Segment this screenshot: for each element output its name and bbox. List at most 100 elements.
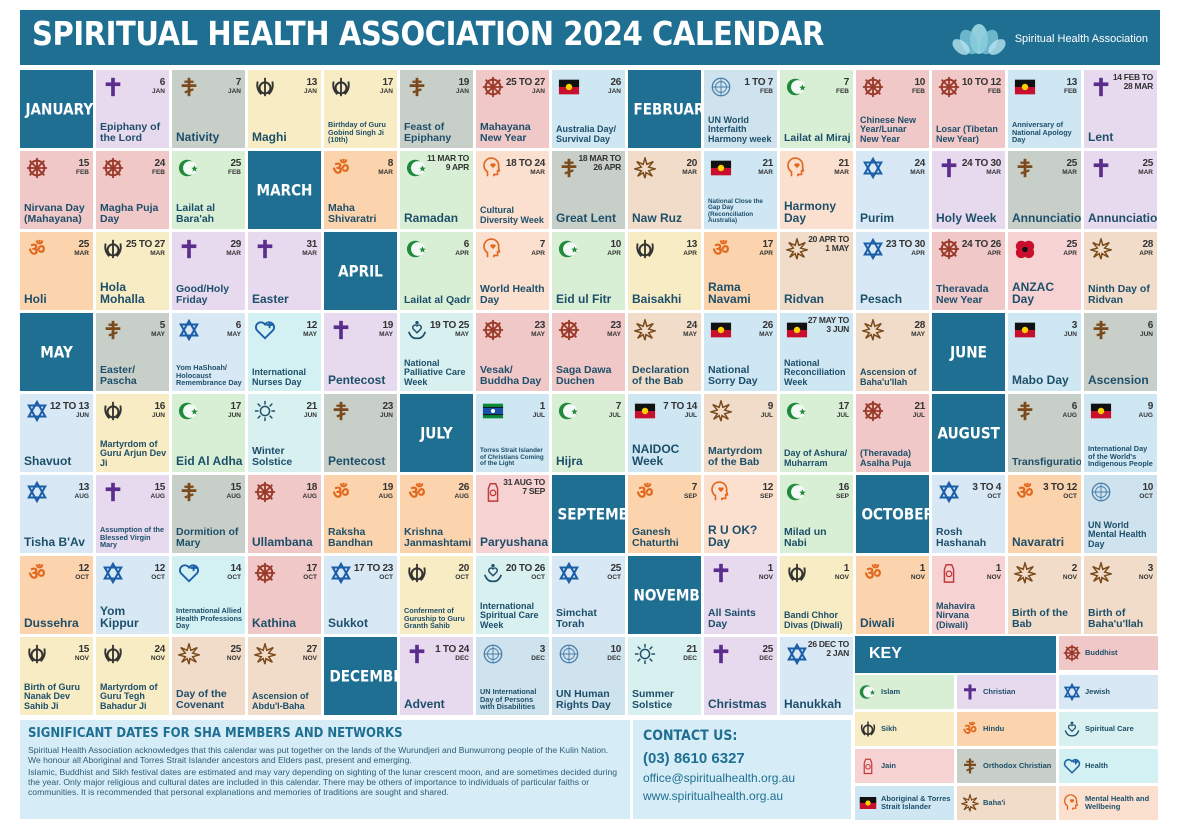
event-day: 24 bbox=[914, 158, 925, 169]
event-name: Raksha Bandhan bbox=[328, 525, 373, 549]
month-header-may: MAY bbox=[20, 313, 93, 391]
event-name: Feast of Epiphany bbox=[404, 120, 452, 144]
event-month: MAR bbox=[986, 169, 1001, 176]
event-month: AUG bbox=[302, 493, 317, 500]
month-name: MAY bbox=[40, 342, 73, 362]
event-cell: 7 APR World Health Day bbox=[476, 232, 549, 310]
event-day: 1 bbox=[919, 563, 926, 574]
event-month: OCT bbox=[455, 574, 469, 581]
contact-website[interactable]: www.spiritualhealth.org.au bbox=[643, 789, 784, 803]
month-header-april: APRIL bbox=[324, 232, 397, 310]
crescent-star-icon bbox=[406, 157, 428, 179]
event-day: 25 TO 27 bbox=[505, 77, 545, 88]
event-name: Hola Mohalla bbox=[100, 279, 145, 307]
event-name: Shavuot bbox=[24, 454, 72, 469]
contact-phone[interactable]: (03) 8610 6327 bbox=[643, 750, 745, 767]
event-month: SEP bbox=[759, 493, 773, 500]
key-item-label: Aboriginal & Torres Strait Islander bbox=[881, 793, 951, 811]
dharma-wheel-icon bbox=[862, 400, 884, 422]
event-date: 25 OCT bbox=[607, 559, 621, 582]
notes-panel: SIGNIFICANT DATES FOR SHA MEMBERS AND NE… bbox=[20, 720, 630, 819]
sun-icon bbox=[254, 400, 276, 422]
event-name: National Close the Gap Day (Reconciliati… bbox=[708, 197, 763, 225]
page-title: SPIRITUAL HEALTH ASSOCIATION 2024 CALEND… bbox=[32, 14, 824, 53]
event-date: 23 JUN bbox=[380, 397, 393, 420]
om-icon: ॐ bbox=[26, 562, 48, 584]
crescent-star-icon bbox=[558, 400, 580, 422]
event-date: 13 APR bbox=[683, 235, 697, 258]
event-cell: 3 DEC UN International Day of Persons with… bbox=[476, 637, 549, 715]
event-name: Ascension bbox=[1088, 373, 1149, 388]
event-cell: 25 DEC Christmas bbox=[704, 637, 777, 715]
month-header-january: JANUARY bbox=[20, 70, 93, 148]
event-cell: 1 NOV All Saints Day bbox=[704, 556, 777, 634]
event-day: 24 bbox=[154, 644, 165, 655]
event-day: 7 bbox=[539, 239, 546, 250]
event-cell: 20 APR TO 1 MAY Ridvan bbox=[780, 232, 853, 310]
event-month: JAN bbox=[151, 88, 165, 95]
star-of-david-icon bbox=[1063, 682, 1081, 702]
event-cell: 3 TO 4 OCT Rosh Hashanah bbox=[932, 475, 1005, 553]
event-day: 28 bbox=[1142, 239, 1153, 250]
event-date: 21 DEC bbox=[683, 640, 697, 663]
event-day: 26 bbox=[610, 77, 621, 88]
event-month: AUG bbox=[378, 493, 393, 500]
event-date: 28 MAY bbox=[911, 316, 925, 339]
event-name: Dormition of Mary bbox=[176, 525, 239, 549]
event-date: 10 DEC bbox=[607, 640, 621, 663]
star-of-david-icon bbox=[938, 480, 960, 504]
event-date: 19 AUG bbox=[378, 478, 394, 501]
event-cell: 1 TO 24 DEC Advent bbox=[400, 637, 473, 715]
un-emblem-icon bbox=[558, 643, 580, 665]
event-date: 21 JUN bbox=[304, 397, 317, 420]
star-of-david-icon bbox=[558, 561, 580, 585]
event-name: Kathina bbox=[252, 616, 297, 631]
month-header-september: SEPTEMBER bbox=[552, 475, 625, 553]
orthodox-cross-icon bbox=[558, 157, 580, 179]
event-name: Conferment of Guruship to Guru Granth Sa… bbox=[404, 606, 465, 631]
khanda-icon bbox=[330, 76, 352, 98]
contact-email[interactable]: office@spiritualhealth.org.au bbox=[643, 771, 796, 785]
star-of-david-icon bbox=[26, 480, 48, 504]
event-month: APR bbox=[987, 250, 1001, 257]
event-name: Mabo Day bbox=[1012, 373, 1069, 388]
event-month: MAR bbox=[74, 250, 89, 257]
event-date: 17 JUL bbox=[837, 397, 850, 420]
event-date: 1 JUL bbox=[533, 397, 546, 420]
event-day: 7 bbox=[615, 401, 622, 412]
event-name: Pesach bbox=[860, 292, 903, 307]
event-date: 12 MAY bbox=[303, 316, 317, 339]
event-month: MAR bbox=[150, 250, 165, 257]
event-day: 15 bbox=[78, 158, 89, 169]
event-day: 31 bbox=[306, 239, 317, 250]
event-day: 18 bbox=[306, 482, 317, 493]
cross-icon bbox=[710, 643, 732, 665]
event-cell: 15 AUG Assumption of the Blessed Virgin Ma… bbox=[96, 475, 169, 553]
event-name: National Palliative Care Week bbox=[404, 357, 466, 387]
event-name: Ullambana bbox=[252, 535, 313, 550]
key-item: Islam bbox=[855, 675, 954, 709]
dharma-wheel-icon bbox=[482, 319, 504, 341]
star-of-david-icon bbox=[862, 237, 884, 261]
event-date: 8 MAR bbox=[378, 154, 393, 177]
event-name: Ramadan bbox=[404, 211, 459, 226]
event-name: Nirvana Day (Mahayana) bbox=[24, 201, 85, 225]
event-cell: 21 JUL (Theravada) Asalha Puja bbox=[856, 394, 929, 472]
event-date: 13 FEB bbox=[1064, 73, 1077, 96]
event-name: Tisha B'Av bbox=[24, 535, 85, 550]
key-item-label: Health bbox=[1085, 760, 1108, 770]
event-cell: 24 FEB Magha Puja Day bbox=[96, 151, 169, 229]
event-day: 12 bbox=[154, 563, 165, 574]
event-date: 23 MAY bbox=[607, 316, 621, 339]
dharma-wheel-icon bbox=[254, 481, 276, 503]
event-month: MAR bbox=[1062, 169, 1077, 176]
event-day: 19 bbox=[382, 482, 393, 493]
month-name: DECEMBER bbox=[329, 666, 397, 686]
event-day: 28 bbox=[914, 320, 925, 331]
event-date: 25 MAR bbox=[1138, 154, 1153, 177]
event-cell: 15 AUG Dormition of Mary bbox=[172, 475, 245, 553]
event-cell: 11 MAR TO 9 APR Ramadan bbox=[400, 151, 473, 229]
event-cell: 13 JAN Maghi bbox=[248, 70, 321, 148]
khanda-icon bbox=[26, 643, 48, 665]
event-month: OCT bbox=[303, 574, 317, 581]
